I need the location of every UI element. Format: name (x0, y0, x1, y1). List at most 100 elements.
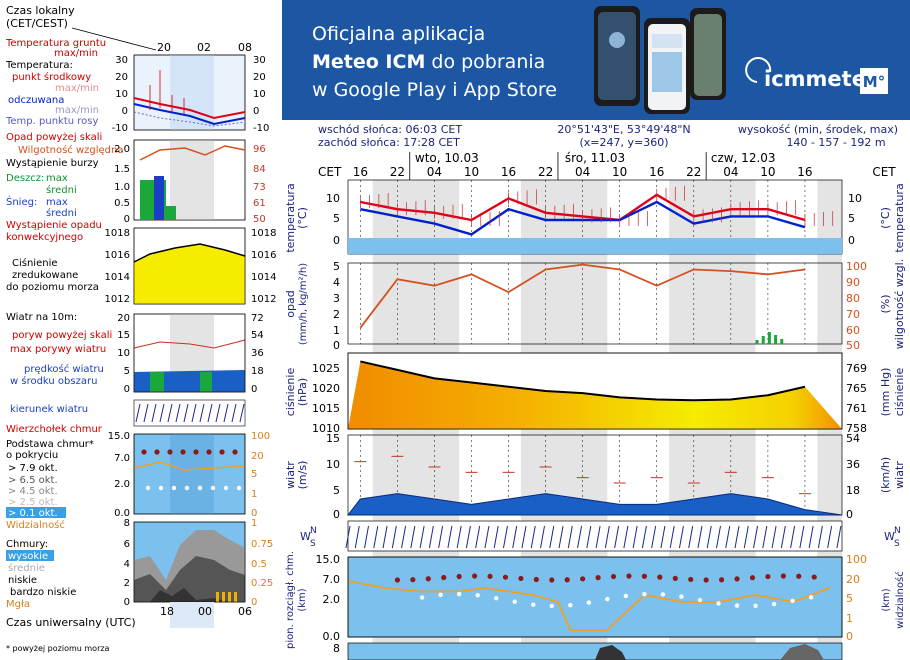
wind-tick-kmh: 54 (846, 432, 860, 445)
cloud-base-dot (641, 573, 648, 579)
wind-arrow-icon (743, 525, 749, 549)
cloud-base-dot (595, 575, 601, 581)
precip-tick: 0 (333, 339, 340, 352)
banner-line2-rest: do pobrania (425, 51, 545, 73)
cloud-base-dot (512, 599, 517, 604)
precip-bar (780, 339, 784, 344)
legend-cl-tick: 2 (124, 578, 130, 589)
legend-cl-mid: średnie (8, 562, 45, 574)
wind-arrow-icon (660, 525, 666, 549)
elevation-label: wysokość (min, środek, max) (738, 123, 898, 136)
cloud-base-dot (586, 600, 592, 605)
legend-tz-hour-1: 02 (197, 41, 211, 54)
cloud-base-dot (518, 575, 524, 582)
wind-arrow-icon (780, 525, 786, 549)
temp-tick-right: 0 (848, 234, 855, 247)
wind-arrow-icon (191, 403, 197, 423)
legend-ground-temp-2: max/min (54, 48, 98, 59)
pressure-tick: 1010 (312, 422, 340, 435)
legend-pressure-3: do poziomu morza (6, 282, 99, 293)
legend-tz-hour-0: 20 (157, 41, 171, 54)
temp-tick-left: 5 (333, 212, 340, 225)
legend-press-tick-r: 1018 (251, 228, 276, 239)
cloud-base-dot (487, 573, 493, 579)
wind-axis-unit: (m/s) (296, 461, 309, 490)
cloud-base-dot (180, 449, 186, 455)
visibility-label: widzialność (894, 571, 906, 628)
humidity-tick: 60 (846, 324, 860, 337)
wind-arrow-icon (419, 525, 425, 549)
cloud-base-dot (206, 449, 212, 455)
hour-label: 10 (464, 165, 479, 179)
wind-arrow-icon (382, 525, 388, 549)
cloud-base-dot (171, 485, 177, 491)
cloud-base-dot (703, 577, 709, 583)
legend-hum-tick: 84 (253, 164, 266, 175)
cloud-base-dot (425, 576, 431, 582)
legend-press-tick: 1018 (105, 228, 130, 239)
elevation-values: 140 - 157 - 192 m (786, 136, 885, 149)
precip-tick: 3 (333, 292, 340, 305)
legend-cl-frac: 0.25 (251, 578, 273, 589)
legend-okt-65: > 6.5 okt. (8, 475, 58, 486)
legend-pressure-1: Ciśnienie (12, 257, 58, 269)
visibility-tick: 20 (846, 573, 860, 586)
wind-arrow-icon (521, 525, 527, 549)
clouds-tick: 8 (333, 642, 340, 655)
legend-cl-tick: 8 (124, 518, 130, 529)
cloud-base-dot (549, 603, 554, 609)
precip-bar (761, 336, 765, 344)
humidity-tick: 50 (846, 339, 860, 352)
legend-wind-tick: 0 (124, 384, 130, 395)
legend-cb-tick: 7.0 (114, 453, 130, 464)
wind-axis-label: wiatr (284, 461, 297, 489)
legend-vis-tick: 100 (251, 431, 270, 442)
app-banner[interactable]: Oficjalna aplikacja Meteo ICM do pobrani… (282, 0, 910, 120)
legend-temp-mid-2: max/min (55, 83, 99, 94)
cloud-extent-unit: (km) (297, 588, 308, 611)
hour-label: 16 (649, 165, 664, 179)
pressure-axis-unit-right: (mm Hg) (879, 368, 892, 417)
legend-wind-dir: kierunek wiatru (10, 404, 88, 415)
cloud-base-dot (549, 577, 555, 583)
cloud-base-dot (145, 485, 151, 491)
cloud-base-dot (410, 577, 416, 583)
legend-utc-hour: 18 (160, 605, 174, 618)
temp-axis-unit-right: (°C) (879, 207, 892, 229)
cloud-base-dot (533, 576, 539, 583)
wind-arrow-icon (808, 525, 814, 549)
cloud-base-dot (642, 591, 647, 597)
day-label: wto, 10.03 (415, 151, 479, 165)
wind-arrow-icon (167, 403, 173, 423)
temp-tick-right: 10 (848, 192, 862, 205)
cloud-base-dot (718, 577, 725, 583)
legend-tz-sub: (CET/CEST) (6, 17, 68, 30)
legend-cl-frac: 0 (251, 597, 257, 608)
banner-line2: Meteo ICM do pobrania (312, 51, 545, 73)
legend-press-tick: 1012 (105, 294, 130, 305)
hour-label: 04 (723, 165, 738, 179)
cloud-base-dot (456, 573, 462, 580)
icmmeteo-logo: icmmeteo M° (745, 57, 888, 94)
legend-vis-tick: 20 (251, 451, 264, 462)
temp-tick-left: 0 (333, 234, 340, 247)
legend-wind-kmh: 0 (251, 384, 257, 395)
cloud-base-dot (697, 597, 703, 603)
pressure-line (360, 360, 806, 402)
wind-arrow-icon (364, 525, 370, 549)
cloud-base-dot (167, 449, 173, 455)
cloud-base-dot (790, 598, 795, 604)
legend-rain-max: max (46, 173, 68, 184)
legend-wind-title: Wiatr na 10m: (6, 312, 77, 323)
cloud-base-dot (223, 485, 229, 491)
pressure-tick: 1025 (312, 362, 340, 375)
wind-arrow-icon (790, 525, 796, 549)
wind-dir-glyph-n-r: N (894, 526, 901, 536)
cloud-base-dot (623, 593, 629, 599)
legend-wind-speed-2: w środku obszaru (10, 375, 97, 387)
legend-precip-tick: 1.5 (114, 164, 130, 175)
wind-arrow-icon (604, 525, 610, 549)
wind-arrow-icon (762, 525, 768, 549)
legend-okt-25: > 2.5 okt. (8, 497, 58, 508)
